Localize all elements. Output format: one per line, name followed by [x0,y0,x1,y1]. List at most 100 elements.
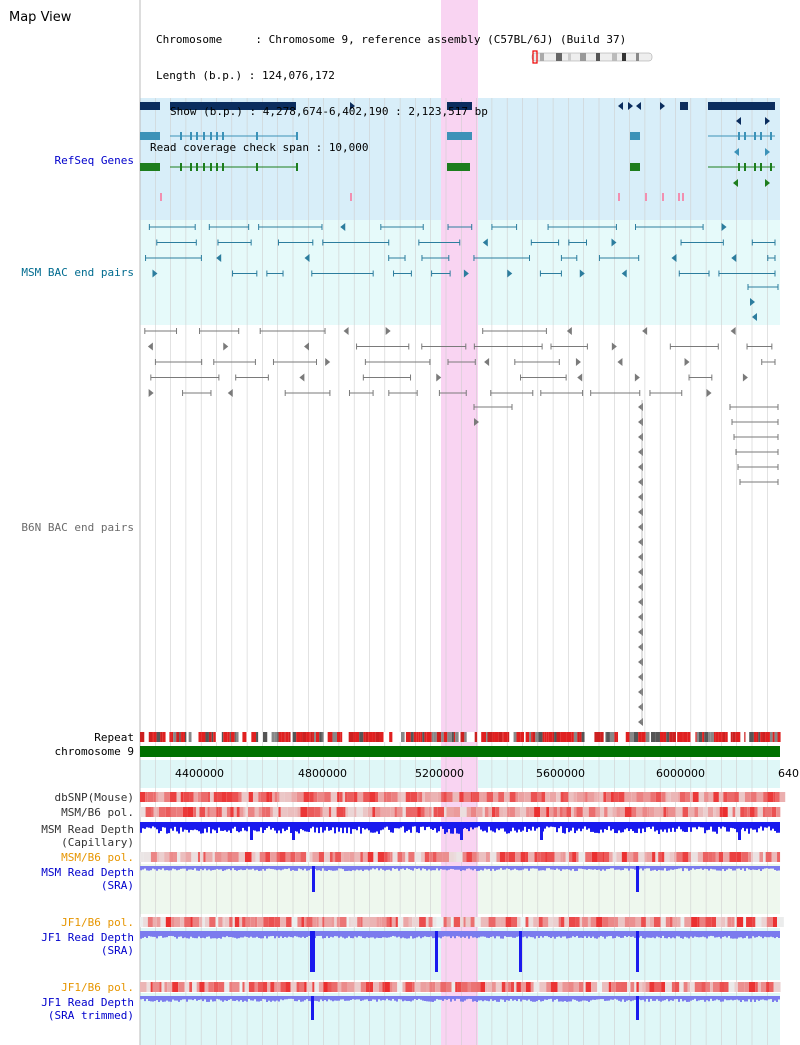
repeat-segment [302,732,307,742]
polymorphism-cell [566,807,572,817]
read-depth-bar [164,931,166,938]
read-depth-bar [174,996,176,1001]
repeat-segment [383,732,386,742]
polymorphism-cell [747,807,750,817]
polymorphism-cell [465,917,471,927]
read-depth-bar [464,996,466,1001]
polymorphism-cell [590,917,597,927]
read-depth-bar [210,866,212,871]
read-depth-bar [334,866,336,871]
polymorphism-cell [397,792,402,802]
read-depth-bar [258,822,260,832]
polymorphism-cell [421,852,425,862]
polymorphism-cell [576,792,583,802]
read-depth-bar [640,866,642,869]
read-depth-bar [396,931,398,938]
read-depth-bar [630,822,632,830]
polymorphism-cell [743,917,747,927]
direction-arrow [223,342,229,351]
read-depth-bar [458,996,460,999]
polymorphism-cell [636,982,639,992]
read-depth-bar [334,996,336,1001]
read-depth-bar [548,866,550,869]
msm-b6-pol-label-1[interactable]: MSM/B6 pol. [61,806,134,819]
direction-arrow [765,148,770,156]
repeat-segment [535,732,539,742]
read-depth-bar [594,822,596,833]
read-depth-bar [656,931,658,937]
read-depth-bar [504,996,506,1002]
msm-bac-label[interactable]: MSM BAC end pairs [21,266,134,279]
direction-arrow [621,269,627,278]
read-depth-bar [196,866,198,871]
b6n-bac-label[interactable]: B6N BAC end pairs [21,521,134,534]
read-depth-bar [680,931,682,939]
msm-read-depth-capillary-label[interactable]: MSM Read Depth (Capillary) [41,823,134,849]
repeat-segment [593,732,595,742]
polymorphism-cell [738,792,745,802]
read-depth-bar [632,822,634,832]
polymorphism-cell [562,982,569,992]
direction-arrow [634,373,640,382]
jf1-b6-pol-label-1[interactable]: JF1/B6 pol. [61,916,134,929]
read-depth-bar [452,866,454,870]
polymorphism-cell [610,792,614,802]
polymorphism-cell [777,852,781,862]
read-depth-bar [372,996,374,1000]
polymorphism-cell [486,792,494,802]
polymorphism-cell [479,792,483,802]
read-depth-bar [676,996,678,1000]
read-depth-bar [762,931,764,939]
read-depth-bar [334,822,336,834]
polymorphism-cell [229,982,233,992]
polymorphism-cell [210,792,214,802]
read-depth-bar [418,931,420,937]
polymorphism-cell [290,852,296,862]
read-depth-bar [172,866,174,869]
direction-arrow [706,389,712,397]
polymorphism-cell [557,807,560,817]
read-depth-bar [378,822,380,834]
read-depth-bar [614,931,616,939]
read-depth-bar [620,822,622,833]
polymorphism-cell [713,982,720,992]
polymorphism-cell [386,917,390,927]
jf1-read-depth-sra-label[interactable]: JF1 Read Depth (SRA) [41,931,134,957]
read-depth-bar [144,996,146,1002]
read-depth-bar [648,822,650,827]
read-depth-bar [576,866,578,871]
polymorphism-cell [472,792,480,802]
read-depth-bar [568,866,570,870]
read-depth-bar [642,996,644,1000]
read-depth-bar [750,822,752,829]
read-depth-bar [238,866,240,870]
read-depth-bar [192,866,194,870]
polymorphism-cell [766,982,770,992]
read-depth-bar [164,866,166,871]
read-depth-bar [348,822,350,828]
jf1-b6-pol-label-2[interactable]: JF1/B6 pol. [61,981,134,994]
read-depth-bar [348,866,350,871]
polymorphism-cell [140,982,147,992]
polymorphism-cell [441,792,444,802]
dbsnp-label[interactable]: dbSNP(Mouse) [54,791,134,804]
read-depth-bar [454,866,456,870]
msm-read-depth-sra-label[interactable]: MSM Read Depth (SRA) [41,866,134,892]
read-depth-bar [574,866,576,872]
repeat-segment [332,732,337,742]
msm-b6-pol-label-2[interactable]: MSM/B6 pol. [61,851,134,864]
repeat-segment [430,732,432,742]
polymorphism-cell [509,792,516,802]
jf1-read-depth-trimmed-label[interactable]: JF1 Read Depth (SRA trimmed) [41,996,134,1022]
read-depth-bar [512,866,514,870]
read-depth-bar [258,931,260,938]
polymorphism-cell [750,792,757,802]
refseq-genes-label[interactable]: RefSeq Genes [54,154,134,167]
repeat-segment [722,732,726,742]
read-depth-bar [652,866,654,871]
read-depth-bar [286,866,288,870]
repeat-segment [641,732,646,742]
gene-exon [754,132,756,140]
repeat-segment [160,732,163,742]
